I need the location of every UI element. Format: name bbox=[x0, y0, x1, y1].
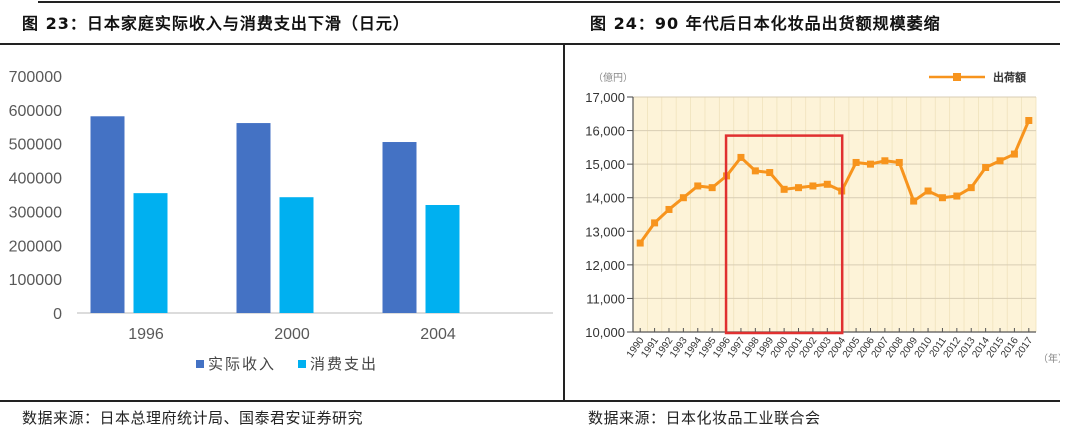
data-marker bbox=[953, 192, 961, 200]
y-tick-label: 200000 bbox=[9, 238, 62, 255]
data-marker bbox=[823, 180, 831, 188]
bar-expenditure-2004 bbox=[425, 204, 460, 313]
data-marker bbox=[651, 219, 659, 227]
legend-swatch-income bbox=[196, 360, 204, 368]
unit-label: （億円） bbox=[593, 71, 633, 84]
y-tick-label: 100000 bbox=[9, 272, 62, 289]
data-marker bbox=[1025, 117, 1033, 124]
data-marker bbox=[910, 197, 918, 205]
data-marker bbox=[780, 185, 788, 193]
data-marker bbox=[938, 194, 946, 202]
data-marker bbox=[895, 158, 903, 166]
footer-rule bbox=[0, 400, 1060, 402]
legend-label: 出荷額 bbox=[993, 70, 1026, 84]
data-marker bbox=[636, 239, 644, 247]
bar-income-2004 bbox=[382, 142, 417, 313]
data-marker bbox=[809, 182, 817, 190]
y-tick-label: 400000 bbox=[9, 171, 62, 188]
panel-divider bbox=[563, 43, 565, 401]
data-marker bbox=[852, 158, 860, 166]
bar-expenditure-2000 bbox=[279, 197, 314, 313]
data-marker bbox=[737, 153, 745, 161]
data-marker bbox=[751, 167, 759, 175]
legend-label: 消费支出 bbox=[310, 356, 378, 373]
data-marker bbox=[924, 187, 932, 195]
y-tick-label: 300000 bbox=[9, 204, 62, 221]
data-marker bbox=[708, 184, 716, 192]
shipment-line bbox=[638, 119, 1031, 244]
x-tick-label: 2000 bbox=[274, 326, 310, 343]
bar-income-2000 bbox=[236, 123, 271, 313]
y-tick-label: 13,000 bbox=[585, 224, 625, 239]
data-marker bbox=[982, 164, 990, 171]
data-marker bbox=[1010, 150, 1018, 158]
y-tick-label: 16,000 bbox=[585, 124, 625, 139]
x-tick-label: 2017 bbox=[1013, 335, 1035, 360]
y-tick-label: 17,000 bbox=[585, 90, 625, 105]
data-marker bbox=[679, 194, 687, 202]
figure-23-source: 数据来源：日本总理府统计局、国泰君安证券研究 bbox=[22, 409, 364, 427]
legend-swatch-expenditure bbox=[298, 360, 306, 368]
y-tick-label: 14,000 bbox=[585, 191, 625, 206]
y-tick-label: 700000 bbox=[9, 69, 62, 86]
data-marker bbox=[996, 157, 1004, 165]
data-marker bbox=[795, 184, 803, 192]
highlight-box bbox=[724, 134, 844, 335]
bar-expenditure-1996 bbox=[133, 193, 168, 313]
data-marker bbox=[967, 184, 975, 192]
y-tick-label: 0 bbox=[53, 306, 62, 323]
figure-23-title: 图 23：日本家庭实际收入与消费支出下滑（日元） bbox=[22, 14, 410, 33]
cosmetics-shipment-line-chart: 10,000 11,000 12,000 13,000 14,000 15,000 16,0… bbox=[585, 70, 1060, 365]
y-tick-label: 600000 bbox=[9, 103, 62, 120]
x-tick-label: 1996 bbox=[128, 326, 164, 343]
data-marker bbox=[694, 182, 702, 190]
income-expenditure-bar-chart: 0 100000 200000 300000 400000 500000 600000 700… bbox=[9, 69, 553, 373]
y-tick-label: 11,000 bbox=[586, 291, 625, 306]
x-tick-label: 2004 bbox=[420, 326, 456, 343]
y-tick-label: 12,000 bbox=[585, 258, 625, 273]
data-marker bbox=[665, 205, 673, 213]
x-unit-label: （年） bbox=[1038, 352, 1060, 365]
header-rule bbox=[0, 43, 1060, 45]
bar-income-1996 bbox=[90, 116, 125, 313]
data-marker bbox=[866, 160, 874, 168]
data-marker bbox=[766, 169, 774, 177]
legend-label: 实际收入 bbox=[208, 356, 276, 373]
y-tick-label: 15,000 bbox=[585, 157, 625, 172]
y-tick-label: 10,000 bbox=[585, 325, 625, 340]
figure-24-source: 数据来源：日本化妆品工业联合会 bbox=[588, 409, 821, 427]
data-marker bbox=[881, 157, 889, 165]
y-tick-label: 500000 bbox=[9, 137, 62, 154]
figure-24-title: 图 24：90 年代后日本化妆品出货额规模萎缩 bbox=[590, 14, 941, 33]
legend-marker bbox=[953, 73, 961, 81]
top-rule bbox=[38, 1, 1060, 3]
